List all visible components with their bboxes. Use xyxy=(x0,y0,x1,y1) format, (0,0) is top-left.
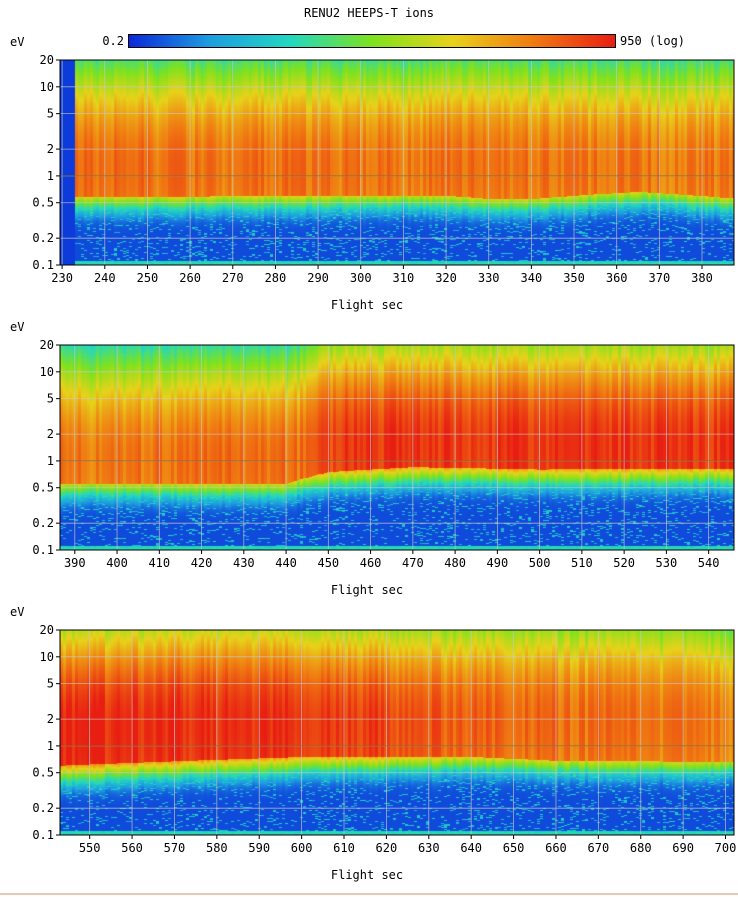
x-tick-label: 340 xyxy=(521,271,543,285)
x-tick-label: 280 xyxy=(265,271,287,285)
plot-frame xyxy=(59,629,735,836)
x-tick-label: 230 xyxy=(51,271,73,285)
x-tick-label: 620 xyxy=(376,841,398,855)
x-tick-label: 660 xyxy=(545,841,567,855)
spectrogram-panel-1 xyxy=(60,60,734,265)
x-tick-label: 550 xyxy=(79,841,101,855)
y-tick-label: 0.1 xyxy=(32,828,54,842)
x-tick-label: 310 xyxy=(393,271,415,285)
x-tick-label: 400 xyxy=(106,556,128,570)
y-axis-title: eV xyxy=(10,35,24,49)
y-tick-label: 1 xyxy=(47,169,54,183)
y-tick-label: 2 xyxy=(47,712,54,726)
bottom-divider xyxy=(0,893,738,895)
x-tick-label: 430 xyxy=(233,556,255,570)
y-tick-label: 5 xyxy=(47,392,54,406)
x-tick-label: 460 xyxy=(360,556,382,570)
spectrogram-panel-3 xyxy=(60,630,734,835)
x-tick-label: 440 xyxy=(275,556,297,570)
x-tick-label: 450 xyxy=(317,556,339,570)
x-tick-label: 640 xyxy=(460,841,482,855)
y-tick-label: 10 xyxy=(40,80,54,94)
x-tick-label: 570 xyxy=(164,841,186,855)
x-tick-label: 330 xyxy=(478,271,500,285)
x-tick-label: 360 xyxy=(606,271,628,285)
x-tick-label: 290 xyxy=(307,271,329,285)
x-tick-label: 490 xyxy=(487,556,509,570)
x-tick-label: 630 xyxy=(418,841,440,855)
spectrogram-panel-2 xyxy=(60,345,734,550)
x-tick-label: 600 xyxy=(291,841,313,855)
x-tick-label: 690 xyxy=(672,841,694,855)
y-tick-label: 5 xyxy=(47,107,54,121)
x-tick-label: 500 xyxy=(529,556,551,570)
x-tick-label: 560 xyxy=(121,841,143,855)
y-tick-label: 0.2 xyxy=(32,516,54,530)
x-tick-label: 420 xyxy=(191,556,213,570)
y-axis-title: eV xyxy=(10,320,24,334)
colorbar xyxy=(128,34,616,48)
plot-frame xyxy=(59,344,735,551)
y-tick-label: 0.5 xyxy=(32,196,54,210)
x-tick-label: 370 xyxy=(649,271,671,285)
x-tick-label: 540 xyxy=(698,556,720,570)
y-tick-label: 2 xyxy=(47,427,54,441)
y-tick-label: 20 xyxy=(40,623,54,637)
y-tick-label: 0.1 xyxy=(32,543,54,557)
x-tick-label: 240 xyxy=(94,271,116,285)
x-tick-label: 410 xyxy=(148,556,170,570)
x-tick-label: 680 xyxy=(630,841,652,855)
y-tick-label: 20 xyxy=(40,53,54,67)
x-tick-label: 520 xyxy=(613,556,635,570)
x-axis-title: Flight sec xyxy=(331,583,403,597)
x-tick-label: 250 xyxy=(137,271,159,285)
x-tick-label: 610 xyxy=(333,841,355,855)
y-tick-label: 0.5 xyxy=(32,481,54,495)
x-tick-label: 590 xyxy=(248,841,270,855)
colorbar-min-label: 0.2 xyxy=(102,34,124,48)
y-tick-label: 0.1 xyxy=(32,258,54,272)
x-tick-label: 670 xyxy=(588,841,610,855)
x-tick-label: 260 xyxy=(179,271,201,285)
y-tick-label: 10 xyxy=(40,365,54,379)
x-tick-label: 320 xyxy=(435,271,457,285)
y-tick-label: 0.2 xyxy=(32,801,54,815)
y-axis-title: eV xyxy=(10,605,24,619)
y-tick-label: 10 xyxy=(40,650,54,664)
x-tick-label: 300 xyxy=(350,271,372,285)
plot-frame xyxy=(59,59,735,266)
y-tick-label: 20 xyxy=(40,338,54,352)
x-tick-label: 350 xyxy=(563,271,585,285)
x-tick-label: 470 xyxy=(402,556,424,570)
y-tick-label: 0.5 xyxy=(32,766,54,780)
x-axis-title: Flight sec xyxy=(331,868,403,882)
chart-title: RENU2 HEEPS-T ions xyxy=(303,6,435,20)
x-tick-label: 580 xyxy=(206,841,228,855)
y-tick-label: 1 xyxy=(47,454,54,468)
x-tick-label: 380 xyxy=(691,271,713,285)
x-tick-label: 530 xyxy=(656,556,678,570)
colorbar-max-label: 950 (log) xyxy=(620,34,686,48)
x-tick-label: 270 xyxy=(222,271,244,285)
y-tick-label: 5 xyxy=(47,677,54,691)
x-tick-label: 650 xyxy=(503,841,525,855)
y-tick-label: 0.2 xyxy=(32,231,54,245)
y-tick-label: 1 xyxy=(47,739,54,753)
x-tick-label: 700 xyxy=(715,841,737,855)
x-tick-label: 480 xyxy=(444,556,466,570)
x-tick-label: 390 xyxy=(64,556,86,570)
x-axis-title: Flight sec xyxy=(331,298,403,312)
x-tick-label: 510 xyxy=(571,556,593,570)
y-tick-label: 2 xyxy=(47,142,54,156)
